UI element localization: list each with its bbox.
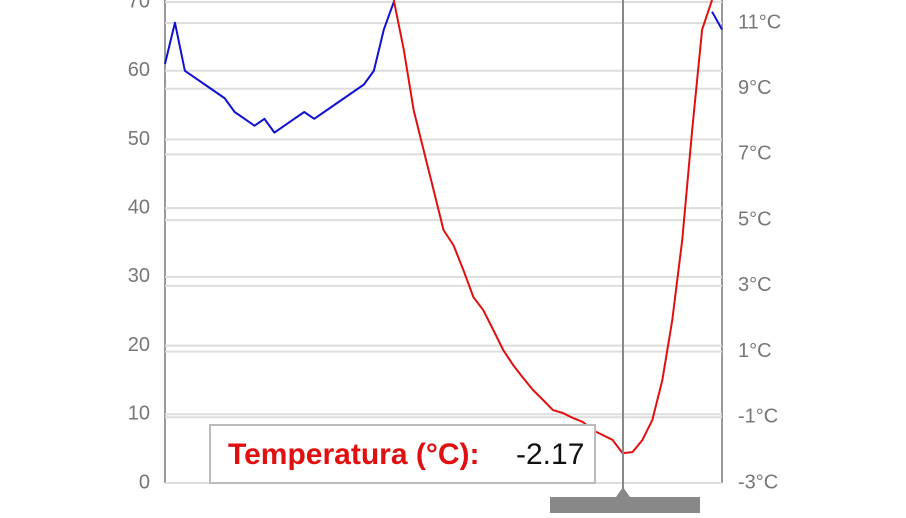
y-tick-label: 60: [128, 59, 150, 81]
y-tick-label: 0: [139, 471, 150, 493]
tooltip: [209, 424, 596, 484]
y2-tick-label: 5°C: [738, 208, 772, 230]
y2-tick-label: 9°C: [738, 77, 772, 99]
y2-tick-label: -3°C: [738, 471, 778, 493]
y-tick-label: 20: [128, 334, 150, 356]
y-tick-label: 70: [128, 0, 150, 12]
y2-tick-label: 11°C: [738, 11, 781, 33]
x-cursor-label: [550, 497, 700, 517]
y2-tick-label: 3°C: [738, 274, 772, 296]
y-tick-label: 40: [128, 196, 150, 218]
y-tick-label: 10: [128, 403, 150, 425]
y-tick-label: 30: [128, 265, 150, 287]
tooltip-label: Temperatura (°C):: [228, 438, 479, 471]
data-line: [164, 1, 395, 134]
data-line: [392, 0, 714, 455]
y-tick-label: 50: [128, 128, 150, 150]
tooltip-value: -2.17: [516, 438, 584, 471]
data-line: [711, 11, 723, 31]
y2-tick-label: 7°C: [738, 143, 772, 165]
y2-tick-label: 1°C: [738, 340, 772, 362]
y2-tick-label: -1°C: [738, 406, 778, 428]
cursor-pointer: [616, 487, 630, 497]
